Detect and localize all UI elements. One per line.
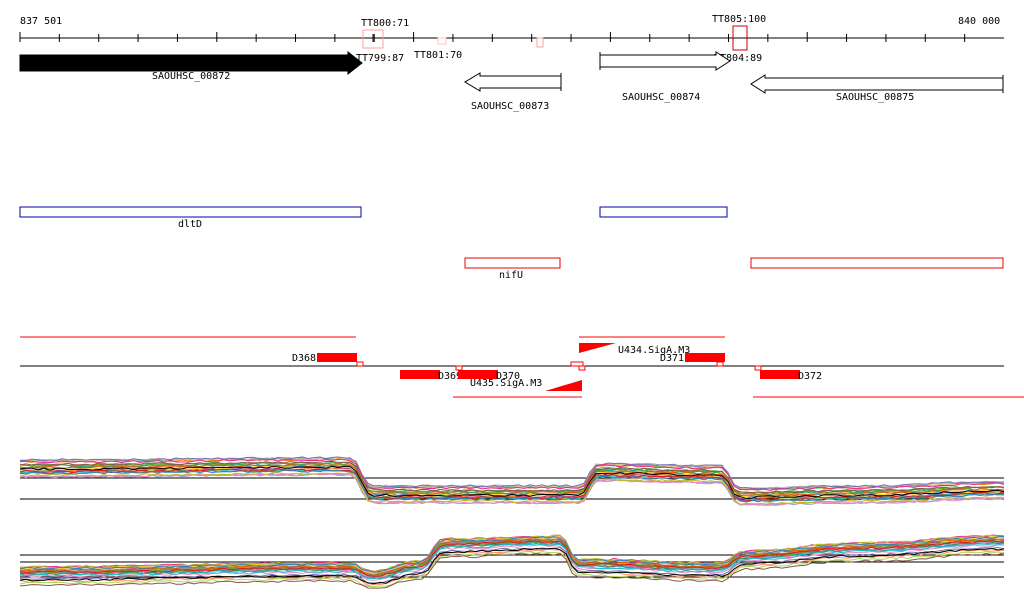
operon-red[interactable] [750,257,1004,269]
terminator-marker[interactable] [362,29,384,49]
gene-arrow-forward[interactable] [599,51,731,71]
terminator-label: TT800:71 [361,18,409,29]
segment-label: D370 [496,371,520,382]
promoter-label: U435.SigA.M3 [470,378,542,389]
promoter-triangle[interactable] [579,343,616,353]
expression-profile-line [19,456,1005,490]
expression-profile-line [19,535,1005,573]
expression-profile-line [19,548,1005,587]
segment-label: D372 [798,371,822,382]
expression-profile-line [19,537,1005,576]
gene-label: SAOUHSC_00874 [622,92,700,103]
terminator-marker[interactable] [536,37,544,48]
gene-label: SAOUHSC_00872 [152,71,230,82]
ruler-ticks [19,32,966,42]
segment-block[interactable] [317,353,357,362]
expression-profile-line [19,458,1005,492]
expression-profile-line [19,469,1005,503]
expression-profile-line [19,456,1005,490]
segment-label: D369 [438,371,462,382]
segment-block[interactable] [458,370,498,379]
terminator-marker[interactable] [732,25,748,51]
coordinate-ruler: 837 501 840 000 [19,16,1004,42]
segment-tick [578,365,586,371]
operon-blue[interactable] [19,206,362,218]
expression-profile-line [19,534,1005,572]
terminator-label: TT804:89 [714,53,762,64]
segment-tick [356,361,364,367]
ruler-end-label: 840 000 [958,16,1000,27]
expression-profile-line [19,468,1005,502]
expression-profile-line [19,463,1005,497]
expression-track-top [19,456,1005,506]
gene-arrow-forward[interactable] [19,50,363,76]
segment-tick [716,361,724,367]
terminator-label: TT805:100 [712,14,766,25]
expression-profile-line [19,471,1005,505]
gene-label: SAOUHSC_00873 [471,101,549,112]
segment-tick [455,365,463,371]
terminator-marker[interactable] [437,37,447,45]
expression-profile-line [19,552,1005,589]
operon-track: dltD nifU [19,206,1004,281]
operon-blue[interactable] [599,206,728,218]
expression-profile-line [19,540,1005,577]
ruler-start-label: 837 501 [20,16,62,27]
operon-red[interactable] [464,257,561,269]
expression-track-bottom [19,534,1005,589]
segment-tick [754,365,762,371]
gene-arrow-reverse[interactable] [750,74,1004,94]
gene-track: SAOUHSC_00872 SAOUHSC_00873 SAOUHSC_0087… [19,50,1004,112]
expression-profile-line [19,460,1005,494]
terminator-label: TT799:87 [356,53,404,64]
segment-label: D371 [660,353,684,364]
terminator-track: TT800:71 TT799:87 TT801:70 TT805:100 TT8… [356,14,766,64]
promoter-label: U434.SigA.M3 [618,345,690,356]
expression-profile-line [19,465,1005,499]
operon-label: nifU [499,270,523,281]
gene-label: SAOUHSC_00875 [836,92,914,103]
terminator-label: TT801:70 [414,50,462,61]
feature-track: D368 D369 D370 D371 D372 U434.SigA.M3 U4… [20,336,1024,398]
expression-profile-line [20,544,1005,581]
expression-profile-line [19,457,1005,490]
segment-tick [570,361,584,367]
segment-block[interactable] [685,353,725,362]
expression-profile-line [19,456,1005,490]
operon-label: dltD [178,219,202,230]
gene-arrow-reverse[interactable] [464,72,562,92]
segment-block[interactable] [400,370,440,379]
expression-profile-line [19,468,1005,501]
segment-label: D368 [292,353,316,364]
promoter-triangle[interactable] [545,380,582,391]
segment-block[interactable] [760,370,800,379]
expression-profile-line [19,550,1005,588]
expression-profile-line [19,547,1005,585]
expression-profile-line [19,542,1005,580]
